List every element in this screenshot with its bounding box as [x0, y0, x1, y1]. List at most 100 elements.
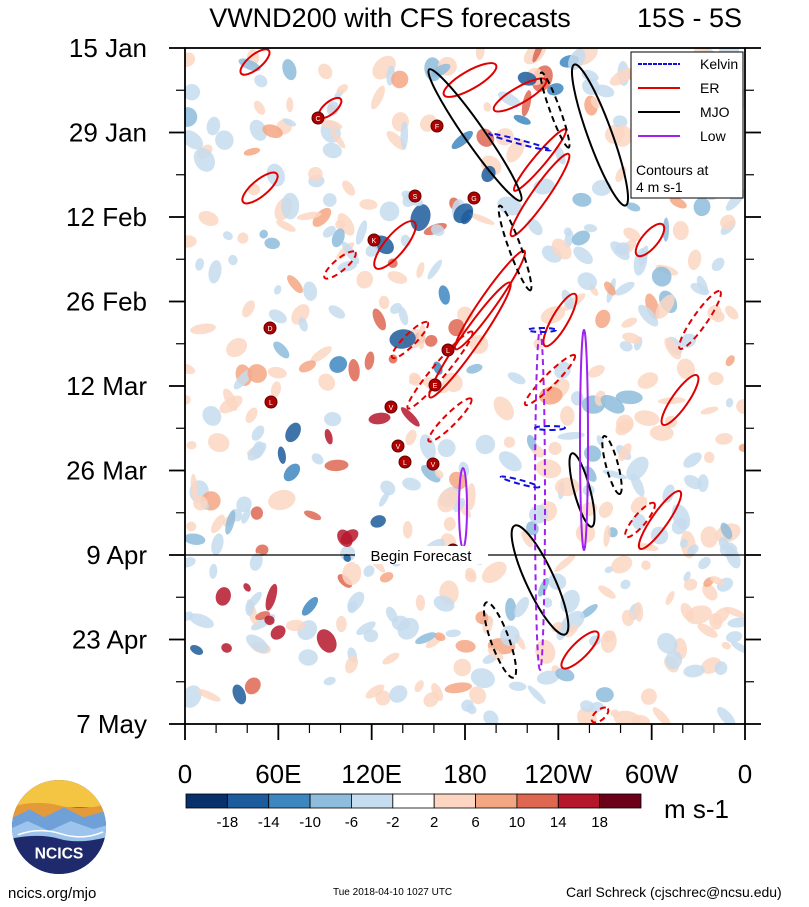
anomaly-blob — [301, 596, 319, 616]
anomaly-blob — [676, 358, 696, 380]
anomaly-blob — [418, 323, 426, 350]
y-tick-label: 29 Jan — [69, 118, 147, 148]
anomaly-blob — [683, 664, 705, 678]
contour — [488, 132, 552, 152]
anomaly-blob — [548, 573, 567, 591]
anomaly-blob — [304, 510, 322, 521]
contour — [678, 290, 722, 350]
anomaly-blob — [693, 197, 711, 217]
anomaly-blob — [324, 429, 333, 445]
anomaly-blob — [577, 707, 597, 724]
anomaly-blob — [250, 506, 264, 520]
anomaly-blob — [368, 412, 391, 425]
anomaly-blob — [276, 220, 296, 232]
anomaly-blob — [209, 563, 218, 579]
anomaly-blob — [461, 209, 473, 225]
anomaly-blob — [687, 544, 699, 556]
anomaly-blob — [336, 84, 348, 95]
anomaly-blob — [364, 351, 375, 370]
contour — [601, 434, 623, 496]
anomaly-blob — [720, 522, 733, 540]
anomaly-blob — [438, 285, 450, 305]
logo-text: NCICS — [35, 845, 84, 862]
anomaly-blob — [335, 219, 346, 230]
anomaly-blob — [312, 207, 332, 227]
anomaly-blob — [551, 238, 572, 260]
anomaly-blob — [378, 491, 390, 507]
contour — [579, 329, 589, 551]
anomaly-blob — [573, 246, 593, 265]
anomaly-blob — [679, 538, 688, 549]
anomaly-blob — [723, 606, 745, 618]
anomaly-blob — [615, 419, 633, 436]
colorbar-swatch — [557, 793, 601, 809]
anomaly-blob — [310, 346, 332, 363]
anomaly-blob — [466, 483, 476, 511]
storm-label: G — [471, 196, 476, 203]
anomaly-blob — [223, 388, 238, 411]
anomaly-blob — [372, 308, 387, 331]
anomaly-blob — [470, 668, 495, 689]
anomaly-blob — [380, 480, 396, 496]
anomaly-blob — [323, 676, 336, 686]
anomaly-blob — [621, 609, 635, 627]
contour — [527, 327, 557, 333]
anomaly-blob — [662, 484, 675, 504]
anomaly-blob — [336, 615, 347, 633]
y-tick-label: 12 Mar — [66, 371, 147, 401]
anomaly-blob — [249, 552, 263, 571]
y-tick-label: 9 Apr — [86, 540, 147, 570]
contour — [523, 353, 577, 407]
anomaly-blob — [196, 689, 221, 702]
anomaly-blob — [583, 224, 598, 233]
footer-right: Carl Schreck (cjschrec@ncsu.edu) — [566, 884, 782, 900]
anomaly-blob — [365, 244, 379, 257]
anomaly-blob — [347, 601, 358, 614]
anomaly-blob — [342, 180, 356, 196]
anomaly-blob — [254, 74, 268, 88]
colorbar-swatch — [516, 793, 559, 809]
anomaly-blob — [595, 687, 614, 703]
storm-marker — [264, 395, 278, 409]
anomaly-blob — [226, 338, 248, 358]
anomaly-blob — [298, 317, 308, 332]
anomaly-blob — [700, 526, 719, 548]
contour — [499, 475, 541, 489]
anomaly-blob — [370, 515, 386, 528]
storm-marker — [430, 119, 444, 133]
anomaly-blob — [614, 242, 630, 255]
anomaly-blob — [451, 130, 473, 150]
contour — [590, 706, 610, 724]
anomaly-blob — [189, 613, 214, 629]
anomaly-blob — [193, 147, 216, 172]
anomaly-blob — [264, 615, 275, 626]
anomaly-blob — [268, 489, 296, 511]
x-tick-label: 60E — [255, 759, 301, 789]
anomaly-blob — [298, 360, 316, 373]
contour — [427, 397, 473, 443]
anomaly-blob — [190, 645, 204, 655]
storm-label: D — [267, 326, 272, 333]
anomaly-blob — [581, 69, 599, 82]
contour — [241, 171, 279, 205]
anomaly-blob — [702, 583, 718, 601]
storm-marker — [367, 233, 381, 247]
anomaly-blob — [343, 554, 351, 562]
anomaly-blob — [580, 700, 595, 713]
anomaly-blob — [622, 332, 642, 344]
legend-note-line1: Contours at — [636, 162, 708, 178]
anomaly-blob — [638, 304, 659, 327]
anomaly-blob — [311, 453, 324, 465]
anomaly-blob — [453, 658, 472, 677]
anomaly-blob — [322, 142, 342, 159]
anomaly-blob — [469, 213, 495, 225]
anomaly-blob — [282, 118, 297, 127]
anomaly-blob — [193, 495, 208, 511]
anomaly-blob — [326, 101, 339, 116]
anomaly-blob — [211, 514, 225, 534]
anomaly-blob — [679, 333, 697, 348]
anomaly-blob — [662, 217, 670, 242]
anomaly-blob — [262, 124, 283, 139]
anomaly-blob — [466, 704, 477, 715]
contour — [570, 63, 630, 207]
